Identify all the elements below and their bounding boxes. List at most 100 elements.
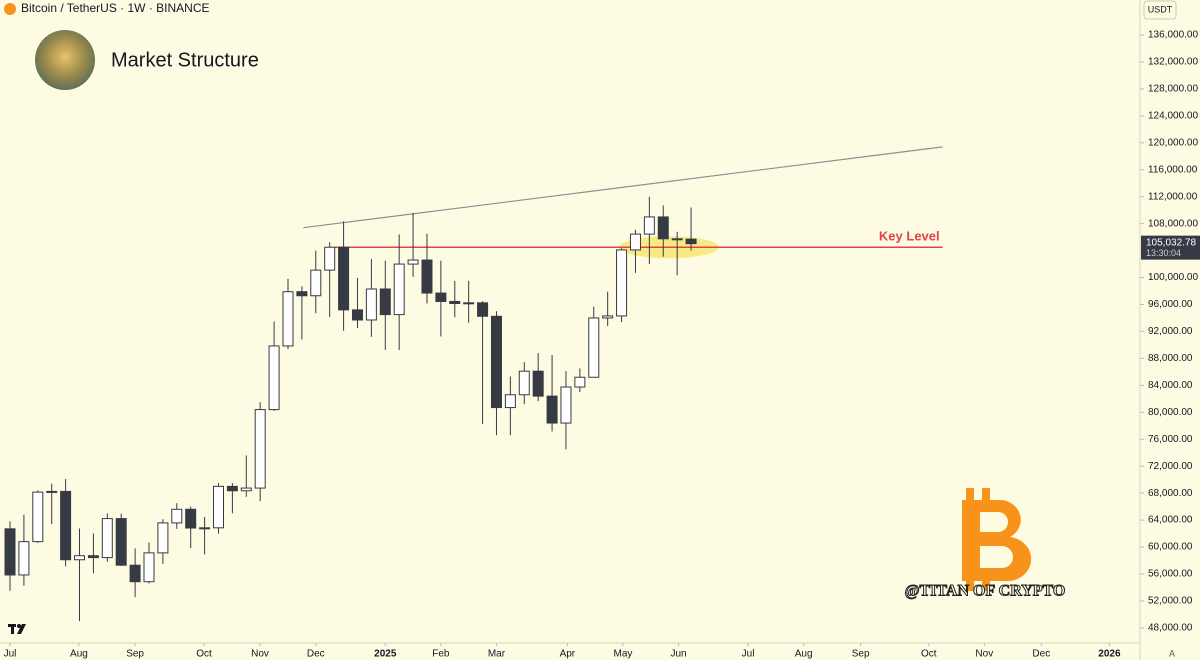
y-tick-label: 88,000.00 (1148, 353, 1193, 364)
tv-logo-part (11, 624, 14, 634)
x-tick-label: Jul (4, 649, 17, 660)
scale-mode: A (1169, 648, 1175, 658)
candle-body (46, 490, 58, 493)
x-tick-label: Oct (196, 649, 212, 660)
y-tick-label: 124,000.00 (1148, 111, 1198, 122)
avatar (35, 30, 95, 90)
candle-body (351, 309, 363, 321)
x-tick-label: Dec (307, 649, 325, 660)
x-tick-label: Sep (852, 649, 870, 660)
candle-body (463, 302, 475, 305)
candle-body (574, 376, 586, 388)
candle-body (407, 259, 419, 265)
chart-title: Market Structure (111, 49, 259, 71)
candle-body (421, 259, 433, 294)
currency-label: USDT (1148, 4, 1173, 14)
candle-body (560, 386, 572, 424)
symbol-logo (4, 3, 16, 15)
candle-body (518, 370, 530, 396)
x-tick-label: Jul (742, 649, 755, 660)
currency-box (1143, 0, 1177, 20)
x-tick-label: Aug (70, 649, 88, 660)
y-tick-label: 76,000.00 (1148, 434, 1193, 445)
y-tick-label: 128,000.00 (1148, 84, 1198, 95)
y-tick-label: 48,000.00 (1148, 622, 1193, 633)
candle-body (32, 491, 44, 543)
candle-body (685, 238, 697, 245)
x-tick-label: Aug (795, 649, 813, 660)
candle-body (602, 315, 614, 319)
candle-body (588, 317, 600, 378)
bitcoin-glyph (962, 500, 1032, 582)
candle-body (477, 302, 489, 317)
candle-body (74, 555, 86, 561)
y-tick-label: 136,000.00 (1148, 30, 1198, 41)
x-tick-label: Nov (975, 649, 993, 660)
y-tick-label: 116,000.00 (1148, 164, 1198, 175)
candle-body (449, 300, 461, 304)
candle-body (629, 233, 641, 251)
x-tick-label: Apr (560, 649, 576, 660)
candle-body (324, 246, 336, 271)
candle-body (60, 490, 72, 561)
candle-body (115, 518, 127, 566)
candle-body (546, 395, 558, 424)
candle-body (240, 487, 252, 492)
last-price-label: 105,032.78 (1146, 237, 1196, 248)
bitcoin-bar (966, 579, 974, 591)
tv-logo (8, 624, 26, 634)
candle-body (171, 508, 183, 524)
candle-body (101, 518, 113, 559)
y-tick-label: 56,000.00 (1148, 569, 1193, 580)
candle-body (643, 216, 655, 235)
candle-body (87, 555, 99, 559)
candle-body (268, 345, 280, 411)
candle-body (157, 522, 169, 554)
candle-body (129, 564, 141, 583)
y-tick-label: 84,000.00 (1148, 380, 1193, 391)
candle-body (310, 269, 322, 297)
y-tick-label: 108,000.00 (1148, 218, 1198, 229)
candle-body (671, 238, 683, 241)
candle-body (18, 541, 30, 576)
symbol-header: Bitcoin / TetherUS · 1W · BINANCE (21, 1, 210, 15)
x-tick-label: Feb (432, 649, 450, 660)
tv-logo-part (17, 624, 26, 634)
candle-body (296, 291, 308, 297)
candle-body (379, 288, 391, 316)
candle-body (199, 527, 211, 530)
y-tick-label: 68,000.00 (1148, 488, 1193, 499)
bitcoin-bar (982, 579, 990, 591)
y-tick-label: 100,000.00 (1148, 272, 1198, 283)
x-tick-label: 2025 (374, 649, 397, 660)
bitcoin-bar (982, 488, 990, 502)
trendline (303, 146, 943, 229)
key-level-label: Key Level (879, 229, 940, 244)
y-tick-label: 72,000.00 (1148, 461, 1193, 472)
y-tick-label: 96,000.00 (1148, 299, 1193, 310)
x-tick-label: Nov (251, 649, 269, 660)
x-tick-label: May (614, 649, 633, 660)
candle-body (282, 291, 294, 347)
x-tick-label: Mar (488, 649, 506, 660)
y-tick-label: 120,000.00 (1148, 137, 1198, 148)
x-tick-label: Dec (1032, 649, 1050, 660)
y-tick-label: 80,000.00 (1148, 407, 1193, 418)
x-tick-label: Jun (670, 649, 686, 660)
candle-body (435, 292, 447, 302)
candle-body (212, 485, 224, 529)
candle-body (616, 249, 628, 317)
candle-body (254, 409, 266, 489)
candle-body (657, 216, 669, 240)
watermark: @TITAN OF CRYPTO (905, 583, 1066, 600)
candle-body (185, 508, 197, 529)
y-tick-label: 64,000.00 (1148, 515, 1193, 526)
x-tick-label: Oct (921, 649, 937, 660)
x-tick-label: 2026 (1098, 649, 1121, 660)
x-tick-label: Sep (126, 649, 144, 660)
tv-logo-part (17, 624, 21, 628)
candle-body (532, 370, 544, 397)
y-tick-label: 52,000.00 (1148, 596, 1193, 607)
